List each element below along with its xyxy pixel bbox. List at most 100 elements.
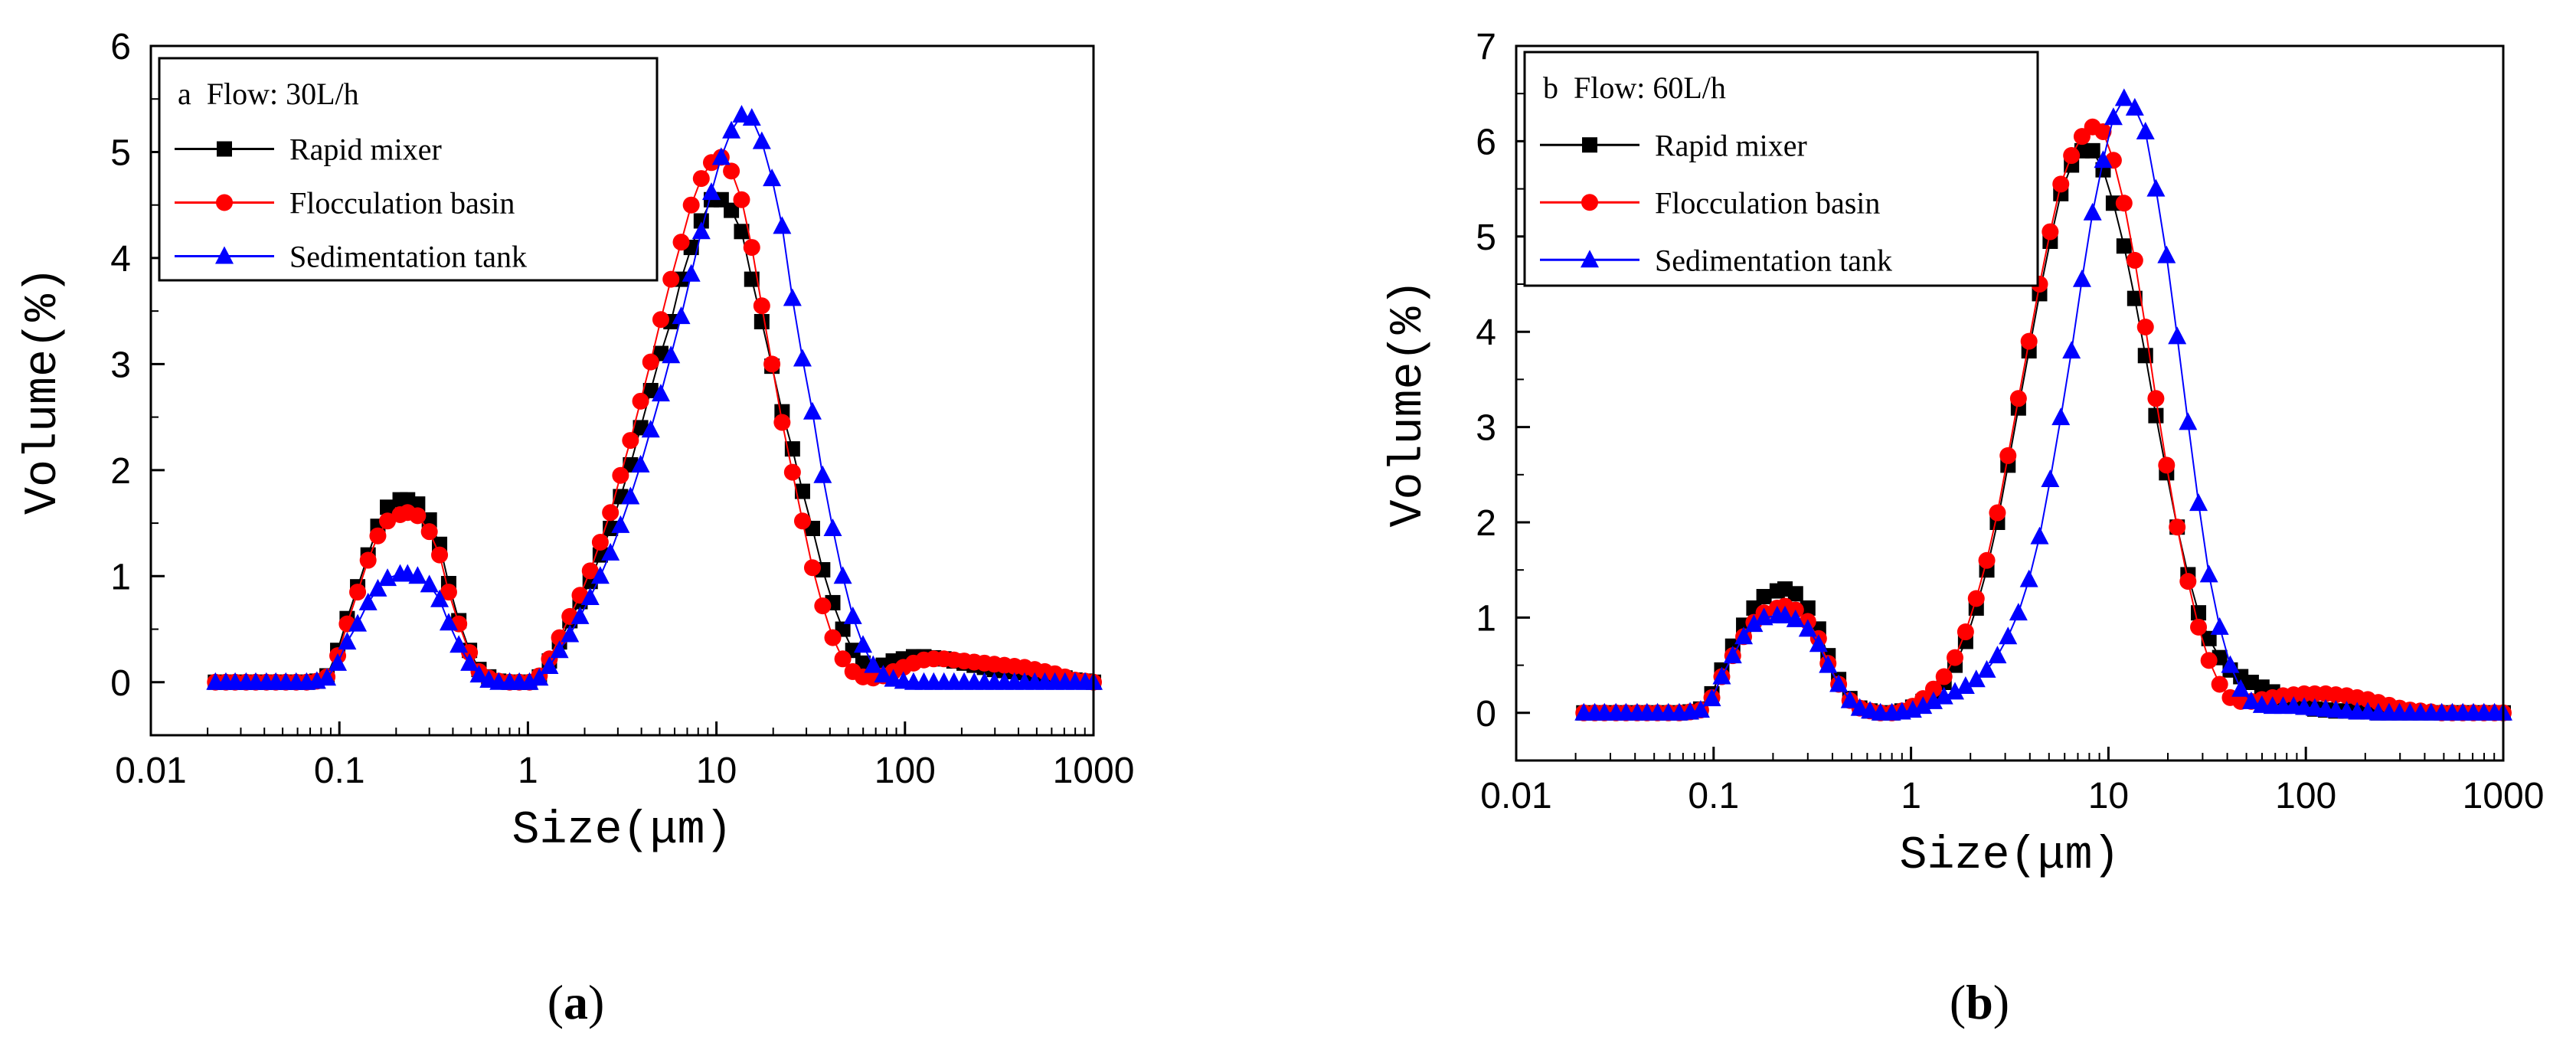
- panel-a-data-point: [530, 668, 549, 686]
- panel-b-x-tick-label: 0.01: [1480, 776, 1551, 816]
- panel-a-data-point: [743, 239, 760, 257]
- panel-a-data-point: [642, 353, 659, 371]
- panel-b-data-point: [1840, 690, 1859, 708]
- panel-b-data-point: [2084, 142, 2100, 159]
- panel-a-data-point: [734, 224, 750, 240]
- panel-b-data-point: [2157, 245, 2176, 263]
- panel-a-data-point: [601, 542, 620, 561]
- panel-b-data-point: [1924, 680, 1942, 698]
- panel-a-data-point: [783, 288, 802, 306]
- panel-b-data-point: [1800, 600, 1816, 616]
- panel-a-data-point: [540, 656, 559, 674]
- panel-b-data-point: [2041, 469, 2060, 488]
- panel-b-data-point: [2094, 123, 2112, 140]
- panel-b-data-point: [1756, 589, 1772, 605]
- panel-a-data-point: [662, 270, 680, 288]
- panel-b-data-point: [2042, 223, 2059, 240]
- panel-b-data-point: [1723, 646, 1742, 664]
- panel-b-data-point: [2104, 107, 2123, 126]
- panel-a-data-point: [439, 613, 458, 631]
- panel-b-data-point: [2169, 518, 2186, 536]
- panel-a-series-flocculation-basin: [207, 149, 1102, 691]
- panel-b-y-tick-label: 0: [1476, 694, 1496, 734]
- caption-a: (a): [548, 975, 605, 1029]
- panel-b-data-point: [2116, 238, 2132, 254]
- panel-a-data-point: [793, 512, 811, 530]
- panel-b-y-tick-label: 5: [1476, 218, 1496, 258]
- panel-b-data-point: [1850, 698, 1869, 716]
- panel-a-data-point: [773, 414, 791, 431]
- panel-b-data-point: [1914, 696, 1933, 715]
- panel-a-data-point: [814, 597, 832, 615]
- panel-a-data-point: [874, 665, 893, 683]
- panel-b-y-axis-label: Volume(%): [1383, 279, 1435, 527]
- panel-a-data-point: [550, 640, 569, 659]
- panel-a-data-point: [742, 108, 761, 126]
- panel-a-plot-layer: [206, 105, 1103, 691]
- panel-b-data-point: [1935, 668, 1953, 685]
- panel-a-data-point: [612, 466, 629, 484]
- panel-b-data-point: [1744, 614, 1764, 633]
- panel-a-data-point: [833, 566, 852, 584]
- panel-a-data-point: [329, 653, 348, 671]
- panel-a-data-point: [662, 345, 681, 364]
- panel-a-data-point: [732, 105, 751, 123]
- panel-b-data-point: [2158, 456, 2176, 474]
- panel-a-data-point: [358, 592, 378, 610]
- panel-b-data-point: [2063, 147, 2081, 165]
- panel-b-data-point: [1947, 649, 1964, 666]
- panel-a-data-point: [803, 559, 821, 577]
- panel-a-y-tick-label: 6: [110, 27, 131, 67]
- panel-a-data-point: [641, 420, 660, 438]
- panel-a-data-point: [581, 562, 599, 580]
- panel-a-data-point: [420, 523, 438, 541]
- panel-a-data-point: [744, 271, 760, 287]
- panel-b-data-point: [2051, 407, 2071, 426]
- panel-b-legend: b Flow: 60L/h Rapid mixer Flocculation ba…: [1523, 51, 2039, 287]
- panel-a-y-tick-label: 1: [110, 557, 131, 597]
- panel-b-x-axis-label: Size(μm): [1899, 830, 2120, 882]
- panel-a-data-point: [420, 574, 439, 593]
- panel-a-series-sedimentation-tank: [206, 105, 1103, 690]
- panel-b-data-point: [1966, 669, 1986, 688]
- legend-label: Sedimentation tank: [1655, 243, 1892, 277]
- panel-b-data-point: [2083, 202, 2102, 221]
- panel-b-data-point: [1776, 605, 1795, 623]
- panel-b-data-point: [1787, 586, 1803, 602]
- panel-b-x-tick-label: 100: [2275, 776, 2336, 816]
- panel-a-data-point: [733, 191, 750, 208]
- panel-b-x-tick-label: 0.1: [1688, 776, 1739, 816]
- panel-b-data-point: [1712, 666, 1731, 685]
- panel-b-series-sedimentation-tank: [1574, 88, 2512, 721]
- panel-a-axes-layer: 0.01 0.1 1 10 100 1000 0 1 2 3 4 5 6: [110, 27, 1134, 791]
- panel-b-data-point: [2030, 526, 2049, 545]
- panel-a-data-point: [430, 589, 449, 607]
- panel-a-y-tick-label: 2: [110, 451, 131, 492]
- panel-a-x-tick-label: 0.1: [314, 751, 365, 791]
- panel-b-data-point: [1786, 609, 1805, 627]
- panel-a-data-point: [691, 221, 711, 240]
- panel-b-data-point: [2231, 679, 2251, 697]
- legend-marker: [217, 141, 232, 157]
- panel-b-data-point: [1978, 551, 1996, 569]
- panel-a-data-point: [380, 499, 396, 515]
- panel-a-x-tick-label: 100: [874, 751, 936, 791]
- panel-a-data-point: [632, 392, 649, 410]
- panel-b-y-tick-label: 3: [1476, 408, 1496, 449]
- panel-a-data-point: [348, 613, 368, 632]
- panel-b-data-point: [2148, 407, 2164, 424]
- panel-b-data-point: [2221, 655, 2240, 673]
- panel-a-x-axis-label: Size(μm): [512, 805, 732, 857]
- panel-a-data-point: [752, 131, 771, 149]
- panel-a-x-tick-label: 1000: [1053, 751, 1135, 791]
- panel-a-y-tick-label: 4: [110, 239, 131, 280]
- panel-b-data-point: [1798, 619, 1817, 637]
- panel-a-x-tick-label: 1: [518, 751, 538, 791]
- panel-a-data-point: [672, 306, 691, 325]
- panel-a-data-point: [611, 515, 630, 533]
- panel-a-data-point: [621, 486, 640, 505]
- panel-a-y-axis-label: Volume(%): [18, 267, 70, 515]
- panel-a-data-point: [602, 504, 619, 522]
- panel-a-data-point: [754, 314, 770, 329]
- legend-marker: [215, 246, 234, 264]
